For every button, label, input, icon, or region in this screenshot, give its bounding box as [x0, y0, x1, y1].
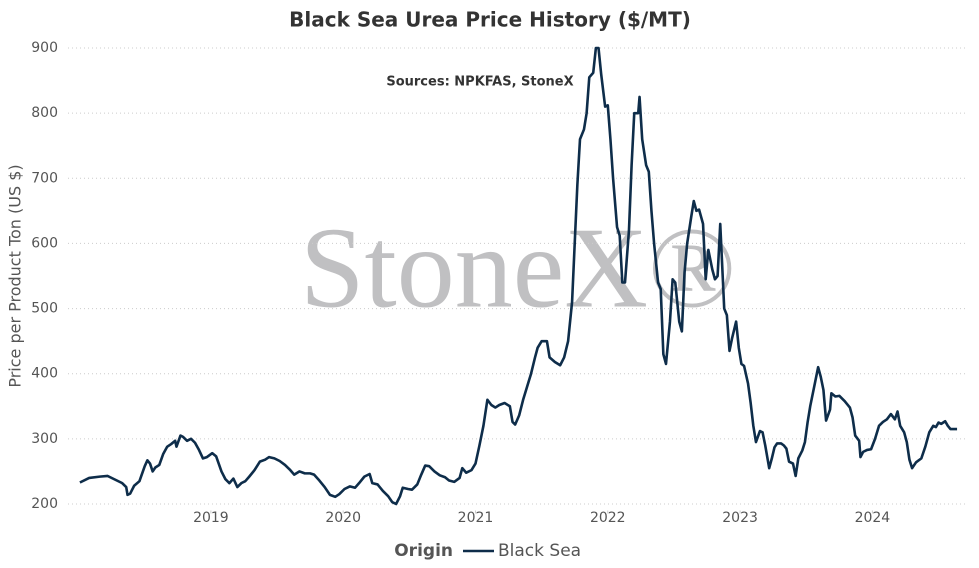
x-tick-label: 2019 [193, 510, 229, 526]
x-tick-label: 2023 [722, 510, 758, 526]
watermark: StoneX® [300, 205, 736, 333]
x-tick-label: 2024 [855, 510, 891, 526]
legend-title: Origin [394, 541, 453, 561]
y-tick-label: 800 [31, 105, 58, 121]
chart-title: Black Sea Urea Price History ($/MT) [289, 8, 691, 32]
y-tick-label: 600 [31, 235, 58, 251]
y-tick-label: 400 [31, 366, 58, 382]
x-tick-label: 2022 [590, 510, 626, 526]
annotation: Sources: NPKFAS, StoneX [386, 75, 573, 90]
legend-label: Black Sea [498, 541, 581, 561]
series-line [79, 46, 958, 506]
y-tick-label: 900 [31, 40, 58, 56]
y-tick-label: 300 [31, 431, 58, 447]
x-tick-label: 2020 [325, 510, 361, 526]
x-tick-label: 2021 [458, 510, 494, 526]
y-tick-label: 200 [31, 496, 58, 512]
y-tick-label: 500 [31, 301, 58, 317]
y-axis-label: Price per Product Ton (US $) [6, 164, 25, 387]
y-tick-label: 700 [31, 170, 58, 186]
